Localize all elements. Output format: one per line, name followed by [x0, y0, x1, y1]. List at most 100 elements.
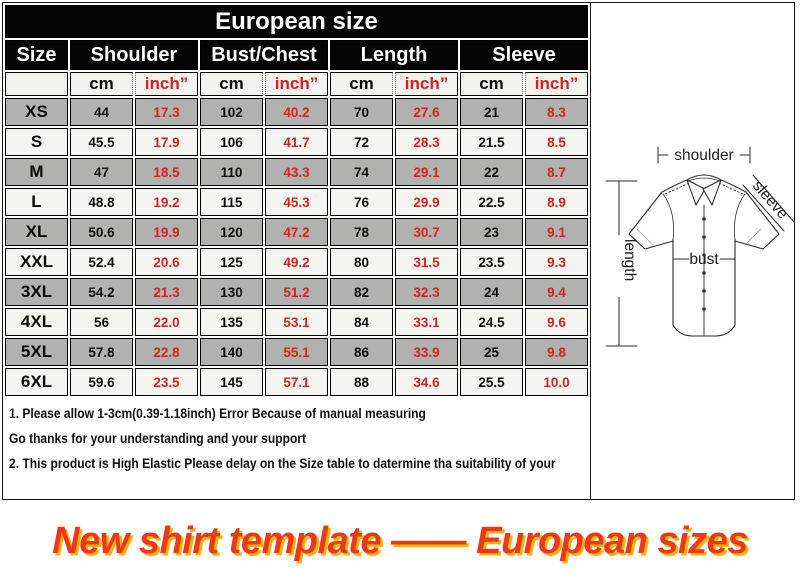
inch-value: 8.9	[525, 188, 588, 216]
cm-value: 72	[330, 128, 393, 156]
cm-value: 88	[330, 368, 393, 396]
bust-label: bust	[689, 251, 719, 268]
unit-cm: cm	[70, 72, 133, 96]
size-cell: XXL	[5, 248, 68, 276]
inch-value: 9.1	[525, 218, 588, 246]
table-row: 3XL 54.2 21.3 130 51.2 82 32.3 24 9.4	[5, 278, 588, 306]
size-cell: M	[5, 158, 68, 186]
table-row: L 48.8 19.2 115 45.3 76 29.9 22.5 8.9	[5, 188, 588, 216]
button	[702, 253, 706, 257]
cm-value: 59.6	[70, 368, 133, 396]
inch-value: 28.3	[395, 128, 458, 156]
cm-value: 52.4	[70, 248, 133, 276]
cm-value: 102	[200, 98, 263, 126]
col-header-sleeve: Sleeve	[460, 40, 588, 70]
size-cell: S	[5, 128, 68, 156]
table-row: 4XL 56 22.0 135 53.1 84 33.1 24.5 9.6	[5, 308, 588, 336]
cm-value: 125	[200, 248, 263, 276]
cm-value: 48.8	[70, 188, 133, 216]
inch-value: 19.9	[135, 218, 198, 246]
cm-value: 120	[200, 218, 263, 246]
cm-value: 74	[330, 158, 393, 186]
inch-value: 22.0	[135, 308, 198, 336]
inch-value: 9.6	[525, 308, 588, 336]
inch-value: 45.3	[265, 188, 328, 216]
cm-value: 86	[330, 338, 393, 366]
right-sleeve	[734, 191, 780, 250]
sleeve-line-lower	[742, 184, 785, 232]
collar-band	[686, 174, 722, 181]
cm-value: 82	[330, 278, 393, 306]
cm-value: 22	[460, 158, 523, 186]
cm-value: 84	[330, 308, 393, 336]
left-cuff-seam	[636, 228, 652, 244]
size-cell: 5XL	[5, 338, 68, 366]
cm-value: 78	[330, 218, 393, 246]
table-row: XXL 52.4 20.6 125 49.2 80 31.5 23.5 9.3	[5, 248, 588, 276]
table-title: European size	[5, 5, 588, 38]
inch-value: 29.1	[395, 158, 458, 186]
cm-value: 140	[200, 338, 263, 366]
collar-left-flap	[686, 179, 706, 206]
note-line: Go thanks for your understanding and you…	[9, 430, 307, 446]
inch-value: 29.9	[395, 188, 458, 216]
inch-value: 9.3	[525, 248, 588, 276]
col-header-bust-chest: Bust/Chest	[200, 40, 328, 70]
inch-value: 57.1	[265, 368, 328, 396]
table-row: M 47 18.5 110 43.3 74 29.1 22 8.7	[5, 158, 588, 186]
notes-section: 1. Please allow 1-3cm(0.39-1.18inch) Err…	[3, 398, 590, 471]
cm-value: 76	[330, 188, 393, 216]
cm-value: 24.5	[460, 308, 523, 336]
note-line: 2. This product is High Elastic Please d…	[9, 455, 556, 471]
size-table: European size Size Shoulder Bust/Chest L…	[3, 3, 590, 398]
cm-value: 115	[200, 188, 263, 216]
cm-value: 135	[200, 308, 263, 336]
cm-value: 23	[460, 218, 523, 246]
caption-title: New shirt template —— European sizes	[52, 520, 748, 562]
inch-value: 43.3	[265, 158, 328, 186]
inch-value: 51.2	[265, 278, 328, 306]
col-header-size: Size	[5, 40, 68, 70]
cm-value: 21	[460, 98, 523, 126]
cm-value: 23.5	[460, 248, 523, 276]
inch-value: 32.3	[395, 278, 458, 306]
inch-value: 8.5	[525, 128, 588, 156]
cm-value: 70	[330, 98, 393, 126]
size-cell: XL	[5, 218, 68, 246]
size-chart-figure: European size Size Shoulder Bust/Chest L…	[2, 2, 795, 500]
size-cell: 6XL	[5, 368, 68, 396]
table-row: S 45.5 17.9 106 41.7 72 28.3 21.5 8.5	[5, 128, 588, 156]
shoulder-label: shoulder	[674, 147, 733, 164]
unit-inch: inch”	[135, 72, 198, 96]
inch-value: 19.2	[135, 188, 198, 216]
cm-value: 130	[200, 278, 263, 306]
inch-value: 41.7	[265, 128, 328, 156]
inch-value: 33.1	[395, 308, 458, 336]
inch-value: 55.1	[265, 338, 328, 366]
left-armhole-seam	[662, 193, 674, 242]
cm-value: 45.5	[70, 128, 133, 156]
buttons	[702, 217, 706, 311]
unit-inch: inch”	[525, 72, 588, 96]
size-cell: L	[5, 188, 68, 216]
cm-value: 80	[330, 248, 393, 276]
table-title-row: European size	[5, 5, 588, 38]
inch-value: 10.0	[525, 368, 588, 396]
cm-value: 50.6	[70, 218, 133, 246]
inch-value: 21.3	[135, 278, 198, 306]
inch-value: 17.9	[135, 128, 198, 156]
button	[702, 217, 706, 221]
cm-value: 145	[200, 368, 263, 396]
cm-value: 25.5	[460, 368, 523, 396]
shirt-measurement-diagram: shoulder bust length sleeve	[601, 139, 798, 351]
unit-empty-cell	[5, 72, 68, 96]
right-armhole-seam	[734, 193, 746, 242]
inch-value: 27.6	[395, 98, 458, 126]
cm-value: 47	[70, 158, 133, 186]
button	[702, 289, 706, 293]
button	[702, 307, 706, 311]
cm-value: 54.2	[70, 278, 133, 306]
right-shoulder-seam	[720, 179, 747, 193]
button	[702, 271, 706, 275]
table-row: 6XL 59.6 23.5 145 57.1 88 34.6 25.5 10.0	[5, 368, 588, 396]
